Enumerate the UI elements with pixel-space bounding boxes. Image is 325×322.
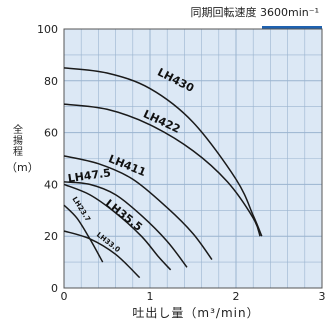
series-line [63,181,188,268]
y-axis-unit: （m） [6,161,39,174]
x-axis-label: 吐出し量（m³/min） [132,306,260,320]
series-label: LH47.5 [67,166,112,185]
series-line [63,230,141,279]
plot-frame [63,28,323,289]
y-tick-label: 40 [44,178,58,191]
y-tick-label: 100 [37,23,58,36]
x-tick-label: 1 [147,290,154,303]
x-tick-label: 2 [233,290,240,303]
chart-subtitle: 同期回転速度 3600min⁻¹ [190,6,319,19]
y-tick-label: 60 [44,127,58,140]
y-tick-label: 20 [44,230,58,243]
series-line [63,67,263,237]
y-tick-label: 0 [51,282,58,295]
series-line [63,204,104,263]
y-axis-title: 全揚程 [10,124,22,157]
y-tick-label: 80 [44,75,58,88]
x-tick-label: 3 [319,290,325,303]
y-axis-label: 全揚程 （m） [6,124,39,174]
series-line [63,183,172,271]
series-line [63,103,261,237]
x-tick-label: 0 [61,290,68,303]
series-line [63,155,213,260]
